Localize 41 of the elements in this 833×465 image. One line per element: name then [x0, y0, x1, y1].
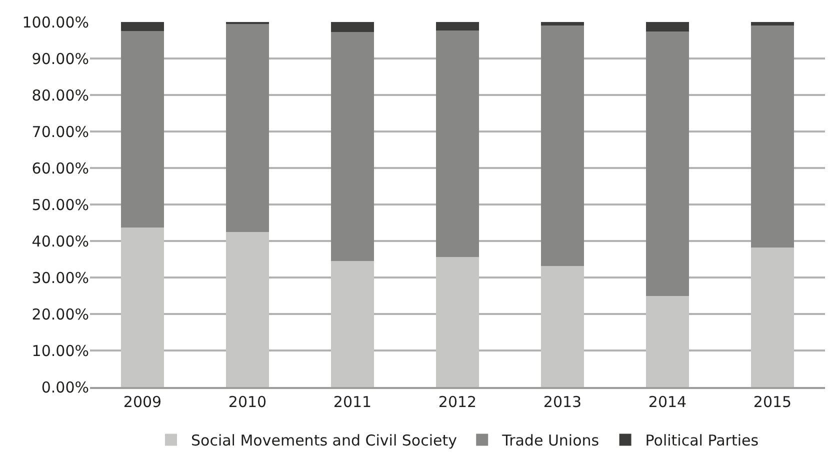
bar [750, 25, 794, 248]
bar [330, 32, 374, 262]
bar [646, 296, 690, 387]
legend-label: Social Movements and Civil Society [191, 432, 458, 450]
legend-label: Political Parties [645, 432, 759, 450]
y-tick-label: 0.00% [41, 378, 89, 396]
x-tick-label: 2015 [753, 392, 792, 411]
bar [226, 23, 270, 232]
bar [646, 31, 690, 296]
bar [330, 22, 374, 32]
bar [436, 22, 480, 30]
bar [540, 266, 584, 387]
bar [120, 22, 164, 32]
x-tick-label: 2013 [543, 392, 582, 411]
y-tick-label: 60.00% [32, 159, 89, 178]
bar [120, 228, 164, 387]
y-tick-label: 80.00% [32, 86, 89, 104]
x-tick-label: 2009 [123, 392, 162, 411]
y-tick-label: 90.00% [32, 50, 89, 68]
y-tick-label: 10.00% [32, 342, 89, 360]
bar [540, 22, 584, 26]
x-tick-label: 2012 [438, 392, 477, 411]
bar [436, 30, 480, 258]
x-tick-label: 2010 [228, 392, 267, 411]
bar [750, 22, 794, 26]
y-tick-label: 30.00% [32, 268, 89, 287]
x-tick-label: 2014 [648, 392, 687, 411]
bar [750, 248, 794, 387]
y-tick-label: 100.00% [22, 13, 89, 32]
bar [226, 232, 270, 387]
y-tick-label: 70.00% [32, 122, 89, 141]
y-tick-label: 40.00% [32, 232, 89, 250]
y-tick-label: 20.00% [32, 305, 89, 324]
bar [330, 261, 374, 387]
bar [540, 25, 584, 266]
legend-label: Trade Unions [501, 432, 600, 450]
bar [436, 257, 480, 387]
bar [646, 22, 690, 32]
y-tick-label: 50.00% [32, 196, 89, 214]
bar [120, 31, 164, 228]
x-tick-label: 2011 [333, 392, 372, 411]
